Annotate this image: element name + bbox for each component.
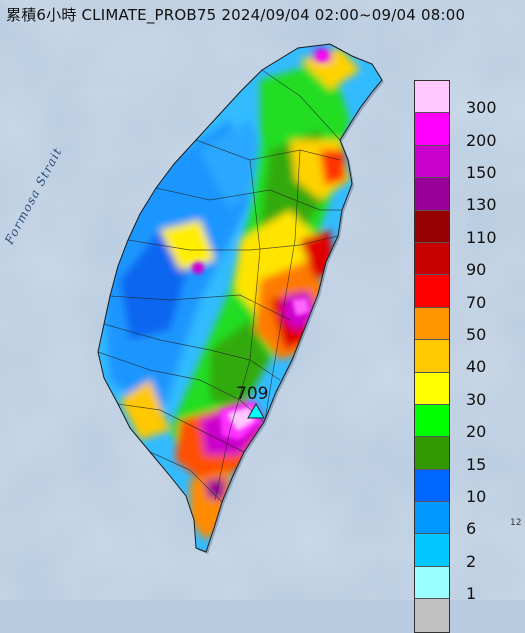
- legend-label: 1: [466, 584, 477, 604]
- peak-marker-icon: [247, 402, 265, 419]
- legend-swatch: [415, 340, 449, 373]
- legend-swatch: [415, 210, 449, 243]
- edge-label: 12: [510, 518, 522, 528]
- legend-swatch: [415, 437, 449, 470]
- legend-label: 150: [466, 163, 497, 182]
- legend-label: 40: [466, 357, 487, 377]
- legend-label: 50: [466, 325, 487, 344]
- legend-swatch: [415, 599, 449, 632]
- legend-swatch: [415, 275, 449, 308]
- legend-colorbar: [414, 80, 450, 633]
- map-title: 累積6小時 CLIMATE_PROB75 2024/09/04 02:00~09…: [6, 6, 466, 24]
- peak-value-label: 709: [236, 384, 269, 404]
- legend-label: 70: [466, 292, 487, 312]
- county-boundaries: [97, 69, 342, 503]
- legend-label: 6: [466, 519, 477, 539]
- legend-label: 90: [466, 260, 487, 280]
- legend-swatch: [415, 178, 449, 211]
- legend-swatch: [415, 307, 449, 341]
- legend-swatch: [415, 372, 449, 405]
- legend-swatch: [415, 566, 449, 600]
- legend-label: 15: [466, 454, 487, 474]
- legend-label: 2: [466, 551, 477, 571]
- legend-label: 130: [466, 195, 497, 215]
- legend-swatch: [415, 113, 449, 146]
- legend-swatch: [415, 145, 449, 179]
- island-coastline: [97, 43, 383, 553]
- legend-swatch: [415, 534, 449, 567]
- legend-label: 20: [466, 422, 487, 442]
- legend-label: 200: [466, 130, 497, 150]
- legend-label: 30: [466, 389, 487, 409]
- legend-swatch: [415, 404, 449, 438]
- legend-swatch: [415, 469, 449, 503]
- legend-swatch: [415, 502, 449, 535]
- legend-label: 300: [466, 98, 497, 118]
- legend-label: 10: [466, 487, 487, 506]
- legend-swatch: [415, 81, 449, 114]
- legend-swatch: [415, 242, 449, 276]
- legend-label: 110: [466, 227, 497, 247]
